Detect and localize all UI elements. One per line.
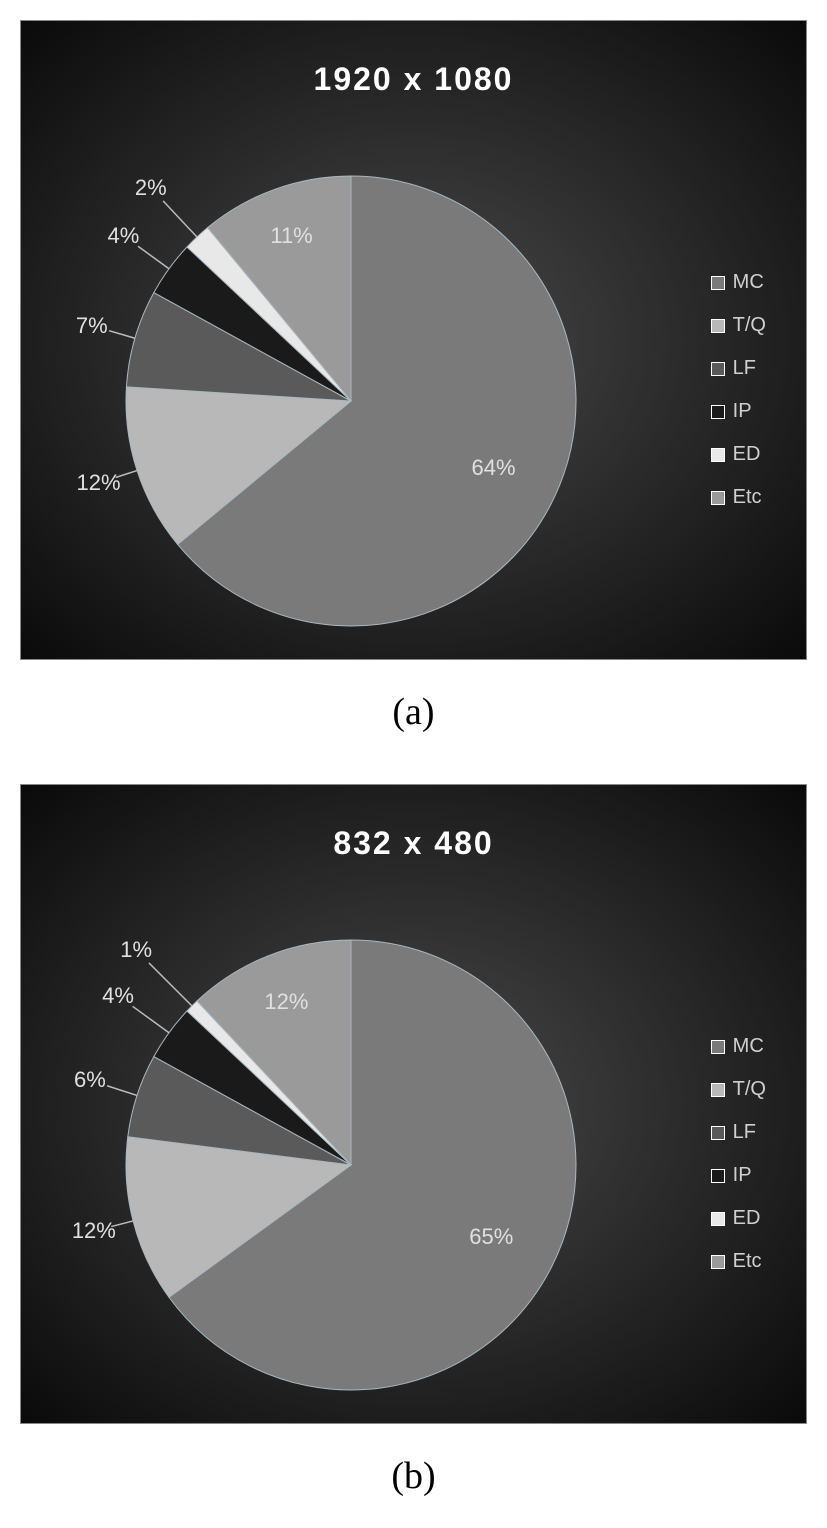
- slice-label-lf: 6%: [74, 1067, 106, 1093]
- slice-label-ip: 4%: [108, 223, 140, 249]
- slice-label-lf: 7%: [76, 313, 108, 339]
- legend-label: ED: [733, 1207, 761, 1230]
- legend-b: MC T/Q LF IP ED Etc: [711, 1035, 766, 1273]
- legend-item-etc: Etc: [711, 486, 766, 509]
- legend-item-t-q: T/Q: [711, 1078, 766, 1101]
- chart-panel-a: 1920 x 1080 64% 12% 7% 4% 2% 11% MC T/Q LF IP ED E…: [20, 20, 807, 660]
- legend-marker: [711, 1126, 725, 1140]
- legend-a: MC T/Q LF IP ED Etc: [711, 271, 766, 509]
- leader-line: [163, 201, 197, 237]
- legend-item-ed: ED: [711, 1207, 766, 1230]
- legend-label: MC: [733, 1035, 764, 1058]
- slice-label-ip: 4%: [102, 983, 134, 1009]
- slice-label-ed: 1%: [120, 937, 152, 963]
- legend-marker: [711, 405, 725, 419]
- figure-container: 1920 x 1080 64% 12% 7% 4% 2% 11% MC T/Q LF IP ED E…: [0, 0, 827, 1528]
- legend-item-ip: IP: [711, 400, 766, 423]
- legend-label: ED: [733, 443, 761, 466]
- leader-line: [109, 331, 135, 339]
- legend-marker: [711, 491, 725, 505]
- legend-label: Etc: [733, 486, 762, 509]
- legend-item-t-q: T/Q: [711, 314, 766, 337]
- legend-label: Etc: [733, 1250, 762, 1273]
- slice-label-etc: 11%: [270, 223, 312, 249]
- slice-label-ed: 2%: [135, 175, 167, 201]
- legend-item-etc: Etc: [711, 1250, 766, 1273]
- legend-label: LF: [733, 357, 756, 380]
- legend-label: T/Q: [733, 1078, 766, 1101]
- leader-line: [133, 1006, 169, 1032]
- leader-line: [138, 246, 169, 268]
- caption-b: (b): [391, 1454, 435, 1498]
- legend-label: IP: [733, 1164, 752, 1187]
- legend-marker: [711, 1083, 725, 1097]
- leader-line: [149, 963, 192, 1006]
- pie-b: 65%12%6%4%1%12%: [121, 935, 581, 1395]
- legend-marker: [711, 362, 725, 376]
- legend-marker: [711, 1040, 725, 1054]
- legend-item-ip: IP: [711, 1164, 766, 1187]
- legend-marker: [711, 1255, 725, 1269]
- legend-item-mc: MC: [711, 271, 766, 294]
- legend-label: LF: [733, 1121, 756, 1144]
- pie-a: 64%12%7%4%2%11%: [121, 171, 581, 631]
- slice-label-etc: 12%: [264, 989, 308, 1015]
- legend-marker: [711, 319, 725, 333]
- legend-label: MC: [733, 271, 764, 294]
- legend-marker: [711, 1169, 725, 1183]
- legend-item-ed: ED: [711, 443, 766, 466]
- chart-title-a: 1920 x 1080: [21, 61, 806, 98]
- legend-marker: [711, 1212, 725, 1226]
- leader-line: [107, 1086, 137, 1096]
- chart-title-b: 832 x 480: [21, 825, 806, 862]
- slice-label-t-q: 12%: [72, 1218, 116, 1244]
- legend-marker: [711, 448, 725, 462]
- slice-label-mc: 64%: [471, 455, 515, 481]
- chart-panel-b: 832 x 480 65% 12% 6% 4% 1% 12% MC T/Q LF IP ED Etc: [20, 784, 807, 1424]
- slice-label-t-q: 12%: [76, 470, 120, 496]
- legend-label: T/Q: [733, 314, 766, 337]
- caption-a: (a): [392, 690, 434, 734]
- legend-item-lf: LF: [711, 1121, 766, 1144]
- legend-item-mc: MC: [711, 1035, 766, 1058]
- slice-label-mc: 65%: [469, 1224, 513, 1250]
- legend-label: IP: [733, 400, 752, 423]
- legend-marker: [711, 276, 725, 290]
- legend-item-lf: LF: [711, 357, 766, 380]
